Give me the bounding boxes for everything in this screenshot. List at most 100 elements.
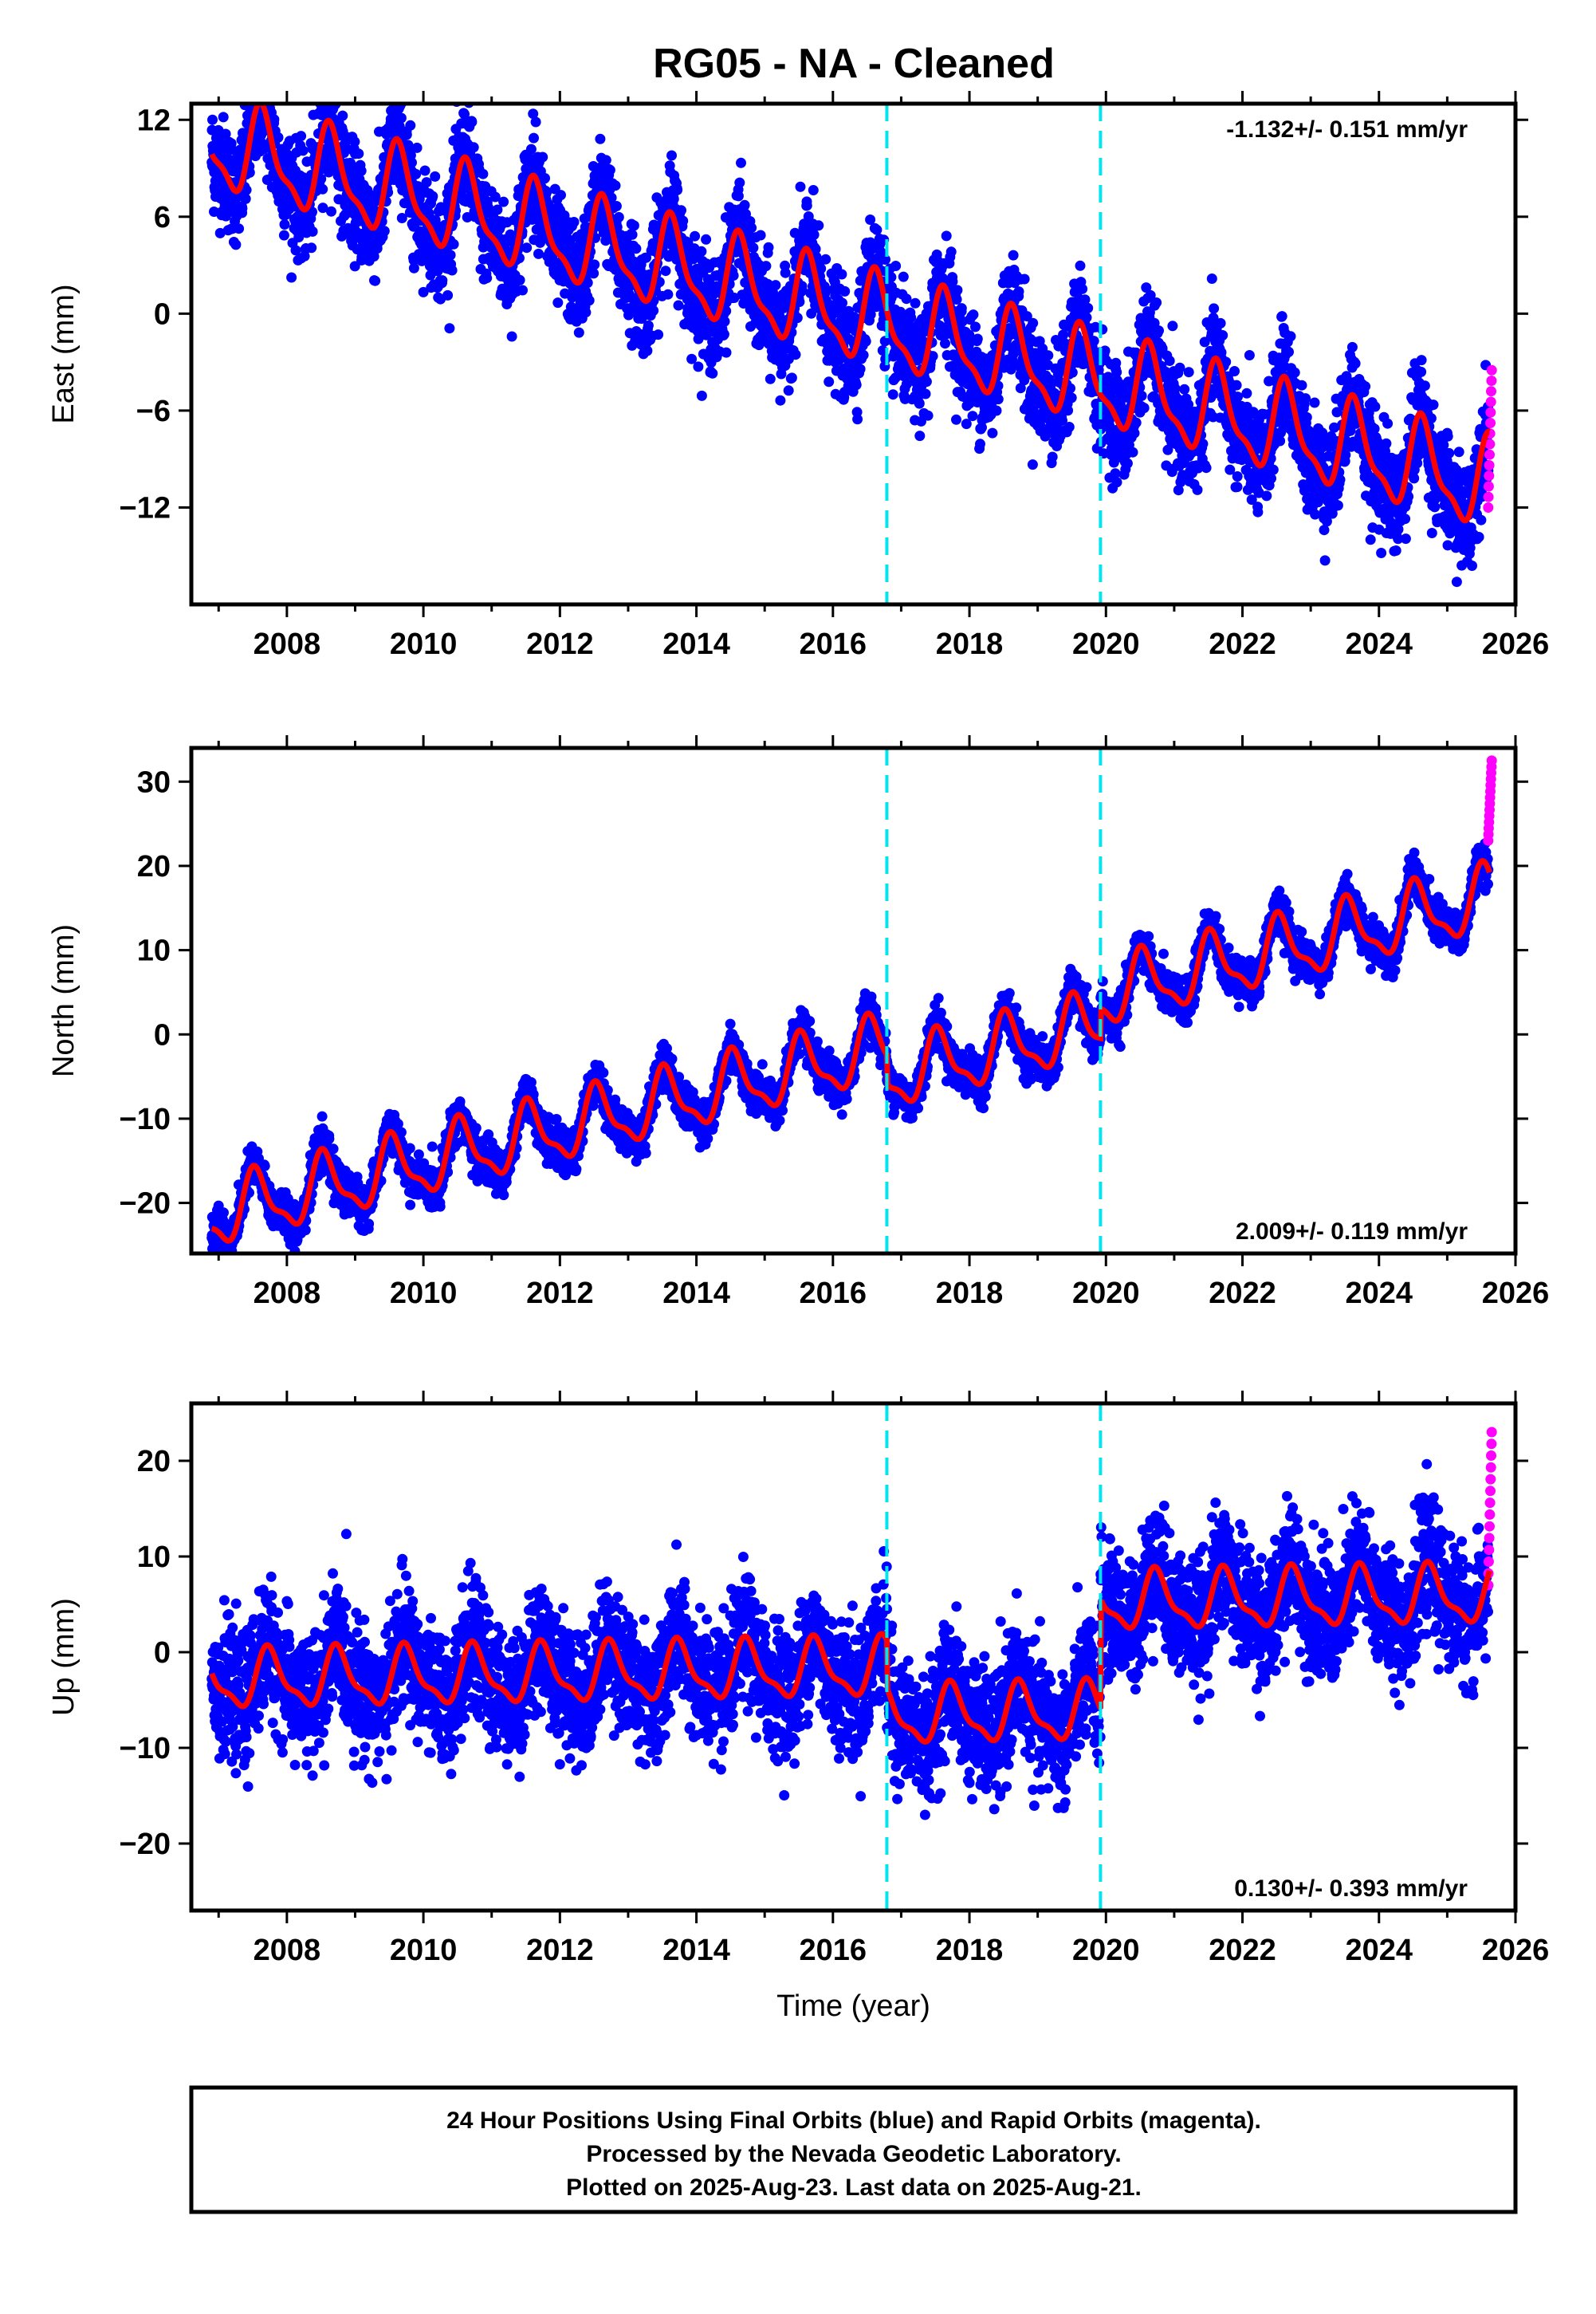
final-point [653,329,664,340]
final-point [1019,274,1030,285]
final-point [642,345,653,356]
final-point [855,364,866,375]
final-point [482,273,493,284]
final-point [349,261,360,272]
final-point [1232,392,1243,403]
final-point [525,144,537,155]
final-point [1310,509,1321,520]
final-point [263,91,273,101]
final-point [1232,471,1243,482]
final-point [914,431,926,442]
final-point [445,250,456,261]
final-point [991,405,1002,416]
final-point [967,411,978,422]
final-point [956,303,967,314]
final-point [556,190,566,201]
final-point [220,128,231,140]
final-point [631,243,642,254]
final-point [588,268,599,279]
final-point [468,142,479,153]
final-point [673,300,684,311]
final-point [530,116,541,128]
final-point [975,439,985,450]
final-point [987,427,998,439]
figure-title: RG05 - NA - Cleaned [653,41,1055,87]
final-point [765,373,776,384]
final-point [407,157,417,168]
final-point [734,177,745,188]
final-point [836,269,847,280]
final-point [1201,462,1212,474]
final-point [506,331,517,342]
final-point [403,142,415,153]
final-point [323,76,333,86]
final-point [379,226,390,237]
plot-area [206,52,1497,604]
final-point [678,215,689,226]
final-point [968,309,979,321]
final-point [411,168,422,179]
final-point [448,238,459,250]
final-point [437,275,448,286]
final-point [240,193,251,204]
final-point [718,329,729,340]
final-point [269,114,280,125]
final-point [795,181,806,192]
final-point [600,155,611,166]
final-point [970,321,981,333]
final-point [517,285,528,296]
final-point [537,152,548,163]
final-point [241,184,252,195]
final-point [763,242,774,253]
final-point [887,389,898,400]
final-point [290,245,301,256]
final-point [418,286,429,297]
final-point [264,85,274,96]
panel-0: 2008 2010 2012 2014 2016 2018 2020 2022 2024 2026… [47,52,1549,661]
final-point [1063,422,1075,432]
final-point [1276,311,1287,322]
final-point [1047,451,1058,462]
final-point [1043,350,1054,361]
final-point [755,230,766,241]
final-point [430,171,441,182]
final-point [1088,336,1099,347]
final-point [808,185,819,195]
final-point [1027,459,1038,470]
final-point [589,259,600,270]
final-point [604,164,615,175]
final-point [1097,324,1108,335]
final-point [1179,384,1190,395]
final-point [1151,297,1162,308]
final-point [1111,477,1122,488]
final-point [1309,397,1320,408]
final-point [770,280,781,291]
final-point [257,76,268,86]
final-point [696,246,707,257]
final-point [262,89,273,99]
final-point [945,246,957,258]
final-point [1283,346,1294,357]
final-point [261,77,271,88]
final-point [317,203,328,214]
final-point [739,199,750,211]
final-point [533,248,544,259]
final-point [573,327,584,338]
final-point [356,165,367,176]
final-point [521,242,533,254]
final-point [257,88,267,98]
final-point [921,376,932,388]
final-point [1075,260,1086,271]
final-point [258,52,269,62]
final-point [320,77,330,87]
final-point [820,254,831,265]
final-point [411,142,423,153]
final-point [248,91,258,101]
final-point [253,91,263,101]
final-point [234,223,245,234]
final-point [257,62,268,73]
final-point [498,196,509,207]
final-point [1301,411,1312,423]
final-point [478,168,489,179]
final-point [264,87,274,97]
